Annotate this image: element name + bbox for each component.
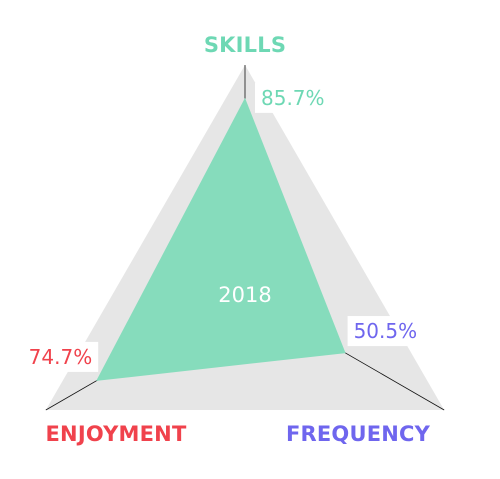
value-label-box-skills (255, 82, 333, 113)
value-label-enjoyment: 74.7% (29, 345, 93, 369)
data-area-2018 (96, 97, 346, 381)
axis-titles: SKILLS FREQUENCY ENJOYMENT (46, 33, 431, 446)
axis-title-frequency: FREQUENCY (286, 422, 431, 446)
value-labels: 85.7% 50.5% 74.7% (29, 86, 417, 369)
value-label-box-frequency (347, 316, 426, 347)
value-label-skills: 85.7% (261, 86, 325, 110)
value-label-boxes (20, 82, 426, 372)
axis-title-skills: SKILLS (204, 33, 286, 57)
value-label-box-enjoyment (20, 341, 99, 372)
value-label-frequency: 50.5% (354, 319, 418, 343)
axis-title-enjoyment: ENJOYMENT (46, 422, 187, 446)
series-label-2018: 2018 (218, 283, 271, 307)
